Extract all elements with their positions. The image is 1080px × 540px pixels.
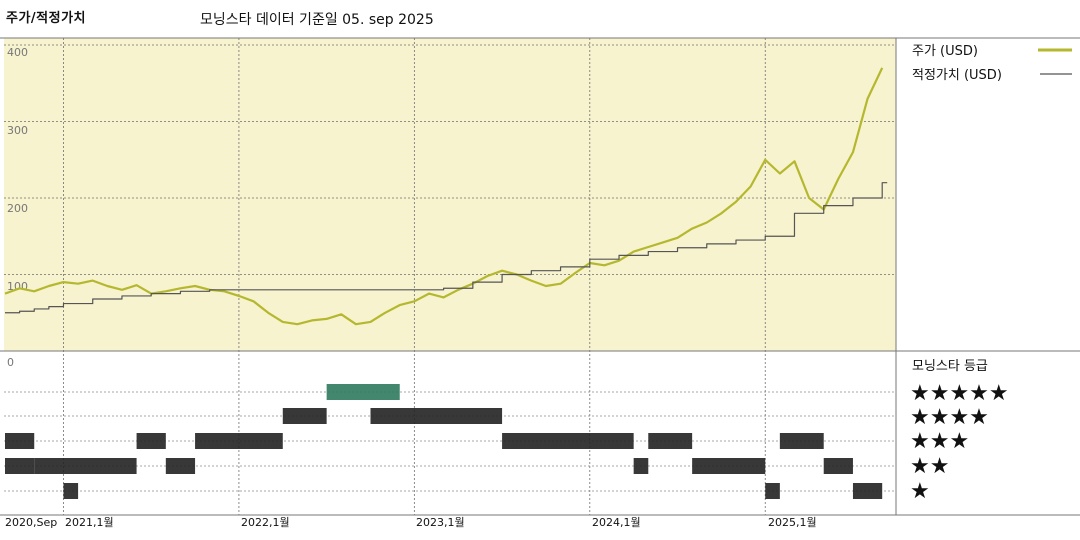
rating-bar-2-star [823,458,853,474]
rating-5-stars: ★★★★★ [910,381,1009,406]
rating-4-stars: ★★★★ [910,405,989,430]
rating-bar-4-star [282,408,327,424]
rating-bar-1-star [852,483,883,499]
rating-3-stars: ★★★ [910,429,969,454]
rating-1-star: ★ [910,479,930,504]
x-axis-ticks: 2020,Sep 2021,1월 2022,1월 2023,1월 2024,1월… [5,516,817,529]
fair-value-series-line [5,182,888,314]
rating-bar-2-star [633,458,649,474]
rating-title: 모닝스타 등급 [912,359,988,374]
rating-bar-1-star [765,483,780,499]
x-tick-2024: 2024,1월 [592,516,641,529]
rating-bar-3-star [648,433,693,449]
rating-bar-2-star [692,458,766,474]
x-tick-2025: 2025,1월 [768,516,817,529]
legend-price-label: 주가 (USD) [912,44,978,59]
rating-bar-2-star [34,458,137,474]
legend: 주가 (USD) 적정가치 (USD) 모닝스타 등급 ★★★★★ ★★★★ ★… [910,44,1072,504]
plot-background [4,38,896,351]
y-tick-400: 400 [7,46,28,59]
series-lines [4,67,888,326]
rating-bar-3-star [779,433,824,449]
rating-axis-zero: 0 [7,356,14,369]
rating-2-stars: ★★ [910,454,949,479]
rating-bar-3-star [195,433,283,449]
rating-bar-1-star [63,483,79,499]
y-tick-200: 200 [7,202,28,215]
rating-bar-5-star [326,384,400,400]
rating-bars [5,384,883,499]
x-tick-2023: 2023,1월 [416,516,465,529]
x-tick-2022: 2022,1월 [241,516,290,529]
rating-bar-2-star [5,458,35,474]
data-date-subtitle: 모닝스타 데이터 기준일 05. sep 2025 [200,12,434,28]
x-tick-2021: 2021,1월 [65,516,114,529]
rating-bar-2-star [165,458,196,474]
rating-bar-3-star [5,433,35,449]
legend-fair-label: 적정가치 (USD) [912,68,1002,83]
rating-bar-4-star [370,408,503,424]
chart-title: 주가/적정가치 [6,11,87,26]
y-tick-300: 300 [7,124,28,137]
rating-bar-3-star [502,433,634,449]
x-tick-2020: 2020,Sep [5,516,57,529]
rating-bar-3-star [136,433,166,449]
